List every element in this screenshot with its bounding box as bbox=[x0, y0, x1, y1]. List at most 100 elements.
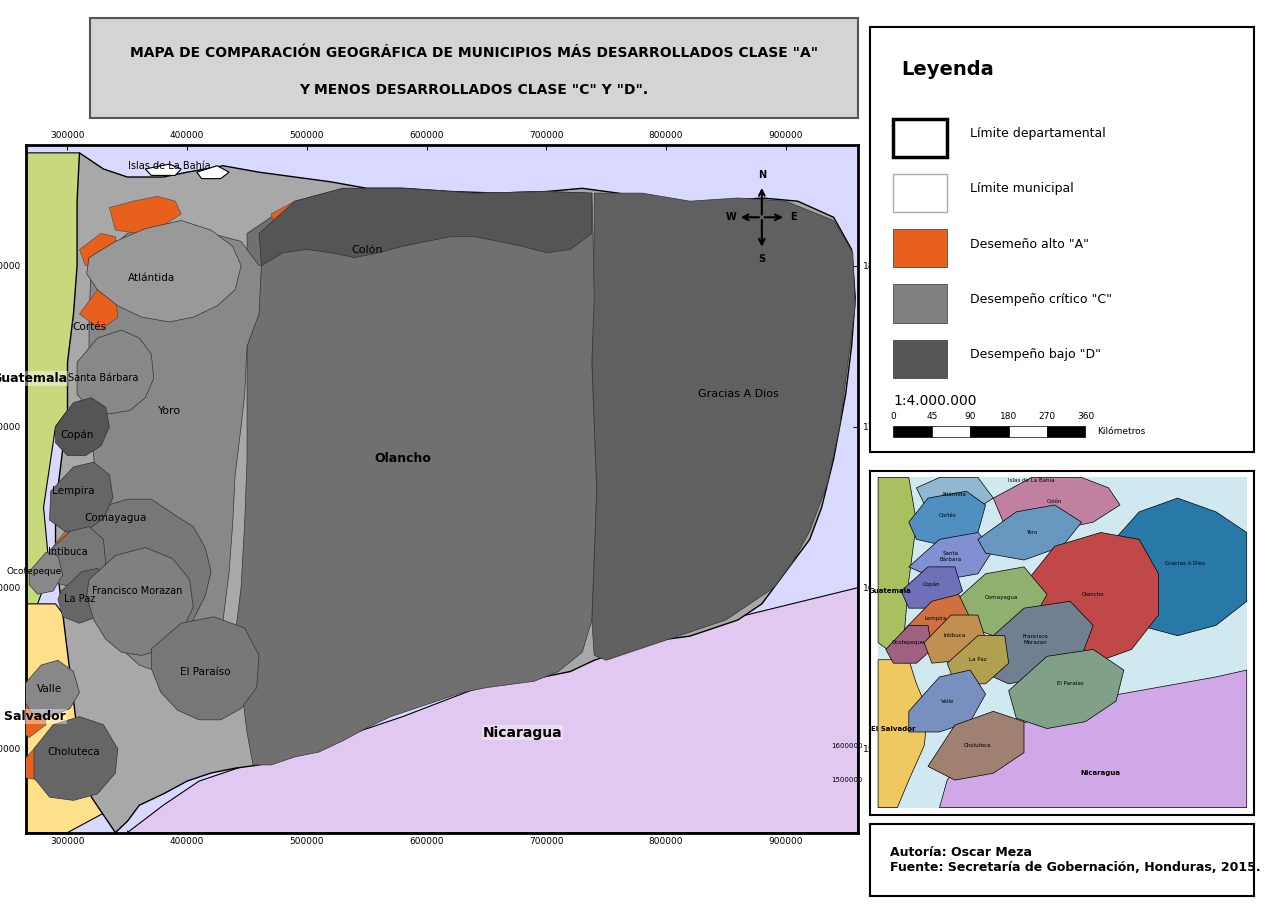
Polygon shape bbox=[955, 567, 1047, 635]
Text: 360: 360 bbox=[1076, 412, 1094, 421]
Text: Olancho: Olancho bbox=[1082, 592, 1105, 597]
FancyBboxPatch shape bbox=[893, 426, 932, 436]
Text: Yoro: Yoro bbox=[1027, 530, 1037, 535]
Polygon shape bbox=[26, 153, 109, 620]
Polygon shape bbox=[978, 505, 1082, 560]
FancyBboxPatch shape bbox=[932, 426, 970, 436]
Polygon shape bbox=[924, 615, 986, 663]
Text: Leyenda: Leyenda bbox=[901, 61, 993, 79]
Text: Desempeño crítico "C": Desempeño crítico "C" bbox=[970, 293, 1112, 306]
Polygon shape bbox=[978, 601, 1093, 684]
Polygon shape bbox=[44, 531, 90, 580]
Polygon shape bbox=[109, 196, 182, 233]
Polygon shape bbox=[79, 290, 118, 330]
Text: Yoro: Yoro bbox=[157, 405, 180, 415]
Polygon shape bbox=[928, 711, 1024, 780]
Text: Nicaragua: Nicaragua bbox=[1080, 770, 1121, 776]
Polygon shape bbox=[87, 548, 193, 655]
Text: Copán: Copán bbox=[923, 581, 941, 586]
FancyBboxPatch shape bbox=[878, 478, 1247, 807]
Polygon shape bbox=[878, 478, 916, 660]
Polygon shape bbox=[271, 201, 325, 233]
Polygon shape bbox=[905, 595, 970, 650]
Polygon shape bbox=[46, 527, 106, 587]
Polygon shape bbox=[947, 635, 1009, 684]
Polygon shape bbox=[940, 670, 1247, 807]
Text: El Salvador: El Salvador bbox=[872, 726, 915, 731]
Text: Desempeño bajo "D": Desempeño bajo "D" bbox=[970, 348, 1101, 361]
Text: Valle: Valle bbox=[37, 684, 63, 694]
Polygon shape bbox=[79, 500, 211, 639]
Polygon shape bbox=[151, 616, 259, 719]
Text: Islas de La Bahía: Islas de La Bahía bbox=[128, 161, 211, 171]
Polygon shape bbox=[916, 478, 993, 515]
Text: Guatemala: Guatemala bbox=[0, 372, 68, 385]
Text: Gracias A Dios: Gracias A Dios bbox=[1165, 561, 1206, 566]
Text: 90: 90 bbox=[965, 412, 975, 421]
Polygon shape bbox=[55, 397, 109, 456]
Text: Kilómetros: Kilómetros bbox=[1097, 427, 1146, 435]
Text: Atlántida: Atlántida bbox=[128, 273, 175, 283]
Polygon shape bbox=[591, 193, 855, 661]
Text: Intibuca: Intibuca bbox=[943, 634, 966, 638]
Text: Choluteca: Choluteca bbox=[964, 743, 992, 748]
Polygon shape bbox=[55, 153, 855, 833]
Text: Francisco Morazan: Francisco Morazan bbox=[92, 586, 182, 596]
Polygon shape bbox=[35, 717, 118, 800]
Text: Colón: Colón bbox=[351, 244, 383, 254]
Text: La Paz: La Paz bbox=[64, 594, 95, 604]
Polygon shape bbox=[91, 558, 137, 601]
Text: 270: 270 bbox=[1038, 412, 1056, 421]
Polygon shape bbox=[87, 221, 241, 322]
Polygon shape bbox=[197, 166, 229, 178]
Text: 0: 0 bbox=[891, 412, 896, 421]
Text: El Paraíso: El Paraíso bbox=[1057, 681, 1083, 686]
Polygon shape bbox=[901, 567, 963, 608]
Polygon shape bbox=[58, 568, 110, 624]
Text: Islas de La Bahía: Islas de La Bahía bbox=[1009, 479, 1055, 483]
Polygon shape bbox=[26, 604, 140, 833]
FancyBboxPatch shape bbox=[893, 119, 947, 157]
Text: 1600000: 1600000 bbox=[831, 743, 863, 748]
Text: Ocotepeque: Ocotepeque bbox=[6, 567, 61, 576]
Polygon shape bbox=[909, 491, 986, 547]
Polygon shape bbox=[146, 164, 182, 176]
Text: Santa
Bárbara: Santa Bárbara bbox=[940, 551, 963, 562]
Text: Límite municipal: Límite municipal bbox=[970, 182, 1074, 195]
Text: Santa Bárbara: Santa Bárbara bbox=[68, 374, 138, 384]
Text: Intibuca: Intibuca bbox=[47, 548, 87, 557]
FancyBboxPatch shape bbox=[1047, 426, 1085, 436]
Polygon shape bbox=[1016, 532, 1158, 663]
Polygon shape bbox=[19, 741, 65, 781]
FancyBboxPatch shape bbox=[970, 426, 1009, 436]
Text: Guatemala: Guatemala bbox=[868, 588, 911, 594]
Text: Choluteca: Choluteca bbox=[47, 747, 100, 757]
Text: Copán: Copán bbox=[60, 430, 93, 440]
FancyBboxPatch shape bbox=[893, 174, 947, 212]
Text: Desemeño alto "A": Desemeño alto "A" bbox=[970, 238, 1089, 251]
Text: E: E bbox=[790, 213, 796, 223]
Polygon shape bbox=[993, 478, 1120, 532]
Polygon shape bbox=[29, 552, 63, 595]
Polygon shape bbox=[236, 188, 596, 765]
Polygon shape bbox=[878, 660, 928, 807]
Polygon shape bbox=[909, 532, 993, 581]
FancyBboxPatch shape bbox=[893, 284, 947, 323]
Text: Y MENOS DESARROLLADOS CLASE "C" Y "D".: Y MENOS DESARROLLADOS CLASE "C" Y "D". bbox=[300, 82, 648, 97]
Text: Valle: Valle bbox=[941, 699, 954, 703]
FancyBboxPatch shape bbox=[893, 339, 947, 378]
Text: 1:4.000.000: 1:4.000.000 bbox=[893, 395, 977, 408]
Text: 1500000: 1500000 bbox=[831, 777, 863, 783]
Text: Ocotepeque: Ocotepeque bbox=[892, 640, 925, 645]
Text: Lempira: Lempira bbox=[52, 486, 95, 496]
Text: El Salvador: El Salvador bbox=[0, 710, 67, 723]
Text: Autoría: Oscar Meza
Fuente: Secretaría de Gobernación, Honduras, 2015.: Autoría: Oscar Meza Fuente: Secretaría d… bbox=[890, 846, 1261, 873]
Polygon shape bbox=[77, 330, 154, 414]
Polygon shape bbox=[90, 225, 261, 676]
Polygon shape bbox=[127, 587, 858, 833]
Text: S: S bbox=[758, 254, 765, 264]
Text: 45: 45 bbox=[927, 412, 937, 421]
Text: Nicaragua: Nicaragua bbox=[483, 726, 562, 739]
Polygon shape bbox=[886, 625, 932, 663]
Polygon shape bbox=[5, 692, 46, 738]
